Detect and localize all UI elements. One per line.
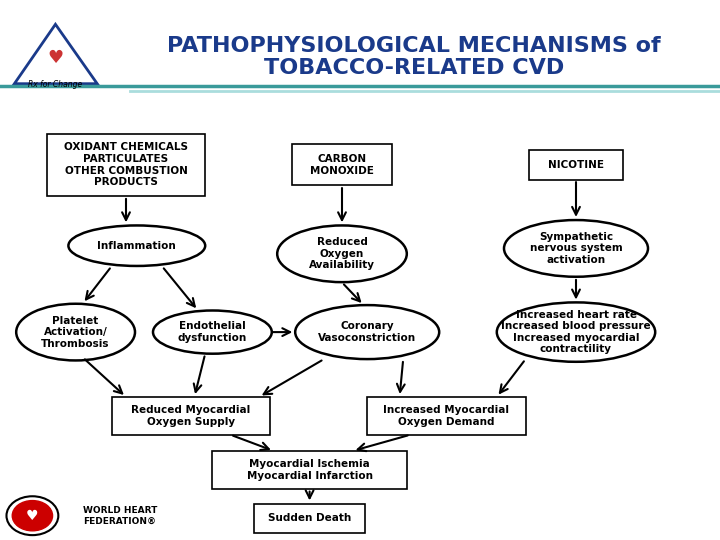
FancyBboxPatch shape <box>529 150 623 179</box>
Ellipse shape <box>16 303 135 361</box>
Text: Increased Myocardial
Oxygen Demand: Increased Myocardial Oxygen Demand <box>383 405 510 427</box>
Text: Coronary
Vasoconstriction: Coronary Vasoconstriction <box>318 321 416 343</box>
FancyBboxPatch shape <box>253 503 365 534</box>
Ellipse shape <box>68 226 205 266</box>
FancyBboxPatch shape <box>367 397 526 435</box>
Ellipse shape <box>295 305 439 359</box>
Text: ♥: ♥ <box>26 509 39 523</box>
Text: Reduced
Oxygen
Availability: Reduced Oxygen Availability <box>309 237 375 271</box>
Text: Increased heart rate
Increased blood pressure
Increased myocardial
contractility: Increased heart rate Increased blood pre… <box>501 310 651 354</box>
FancyBboxPatch shape <box>292 145 392 185</box>
Ellipse shape <box>277 226 407 282</box>
Ellipse shape <box>497 302 655 362</box>
Circle shape <box>12 501 53 531</box>
Text: PATHOPHYSIOLOGICAL MECHANISMS of: PATHOPHYSIOLOGICAL MECHANISMS of <box>167 36 661 56</box>
FancyBboxPatch shape <box>212 451 407 489</box>
Ellipse shape <box>153 310 271 354</box>
FancyBboxPatch shape <box>112 397 270 435</box>
Text: OXIDANT CHEMICALS
PARTICULATES
OTHER COMBUSTION
PRODUCTS: OXIDANT CHEMICALS PARTICULATES OTHER COM… <box>64 143 188 187</box>
Text: Endothelial
dysfunction: Endothelial dysfunction <box>178 321 247 343</box>
FancyBboxPatch shape <box>47 134 205 195</box>
Text: NICOTINE: NICOTINE <box>548 160 604 170</box>
Polygon shape <box>14 24 97 84</box>
Text: Reduced Myocardial
Oxygen Supply: Reduced Myocardial Oxygen Supply <box>131 405 251 427</box>
Ellipse shape <box>504 220 648 276</box>
Text: Sudden Death: Sudden Death <box>268 514 351 523</box>
Text: TOBACCO-RELATED CVD: TOBACCO-RELATED CVD <box>264 57 564 78</box>
Text: FEDERATION®: FEDERATION® <box>83 517 156 525</box>
Text: Platelet
Activation/
Thrombosis: Platelet Activation/ Thrombosis <box>41 315 110 349</box>
Text: Myocardial Ischemia
Myocardial Infarction: Myocardial Ischemia Myocardial Infarctio… <box>246 459 373 481</box>
Text: Rx for Change: Rx for Change <box>28 80 83 89</box>
Text: CARBON
MONOXIDE: CARBON MONOXIDE <box>310 154 374 176</box>
Text: Sympathetic
nervous system
activation: Sympathetic nervous system activation <box>530 232 622 265</box>
Text: Inflammation: Inflammation <box>97 241 176 251</box>
Text: ♥: ♥ <box>48 49 63 67</box>
Text: WORLD HEART: WORLD HEART <box>83 506 157 515</box>
